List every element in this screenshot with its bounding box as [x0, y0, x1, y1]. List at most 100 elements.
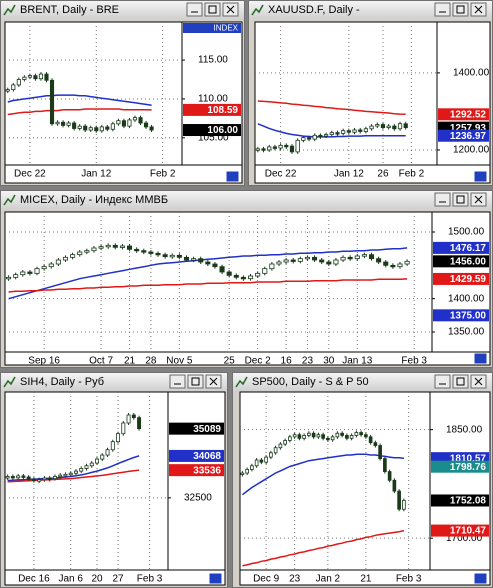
candle-body	[380, 124, 386, 129]
window-icon	[3, 376, 16, 388]
maximize-glyph	[456, 195, 465, 204]
candle-body	[169, 254, 175, 258]
candle-body	[359, 432, 363, 436]
candle-body	[368, 254, 375, 260]
minimize-button[interactable]	[186, 2, 203, 17]
maximize-button[interactable]	[204, 2, 221, 17]
candle-body	[138, 117, 143, 124]
y-tick-label: 105.00	[198, 132, 229, 143]
candle-body	[219, 266, 225, 273]
candle-body	[149, 126, 154, 131]
maximize-button[interactable]	[452, 374, 469, 389]
window-title: BRENT, Daily - BRE	[20, 4, 119, 16]
candle-body	[290, 259, 296, 262]
candle-body	[354, 255, 360, 260]
price-axis	[181, 21, 243, 166]
window-title: SP500, Daily - S & P 50	[252, 376, 369, 388]
candle-body	[341, 130, 346, 134]
price-tag	[169, 422, 224, 435]
moving-average	[7, 94, 152, 106]
y-tick-label: 115.00	[198, 55, 228, 66]
price-axis	[429, 391, 491, 571]
candle-body	[254, 459, 259, 467]
candle-body	[88, 127, 93, 131]
maximize-button[interactable]	[452, 192, 469, 207]
candle-body	[10, 476, 15, 479]
date-axis	[4, 351, 491, 366]
candle-body	[335, 432, 340, 438]
candle-body	[49, 79, 55, 125]
moving-average	[7, 108, 152, 116]
candle-body	[326, 437, 330, 441]
close-glyph	[474, 5, 483, 14]
candle-body	[84, 465, 89, 469]
candle-body	[264, 456, 268, 463]
close-glyph	[209, 377, 218, 386]
candle-body	[319, 259, 325, 263]
y-tick-label: 1850.00	[446, 424, 483, 435]
price-axis	[436, 21, 491, 166]
scroll-button[interactable]	[473, 572, 488, 585]
price-tag-label: 1710.47	[450, 526, 487, 537]
candle-body	[269, 452, 273, 458]
candle-body	[162, 254, 168, 258]
x-tick-label: 23	[289, 574, 301, 585]
candle-body	[273, 447, 278, 454]
candle-body	[116, 433, 121, 443]
candle-body	[292, 434, 297, 438]
plot-area	[254, 21, 438, 166]
moving-average	[8, 278, 408, 293]
chart-window: BRENT, Daily - BRE 115.00 110.00 105.00 Dec …	[0, 0, 245, 186]
minimize-button[interactable]	[434, 192, 451, 207]
candle-body	[98, 246, 104, 249]
minimize-button[interactable]	[434, 374, 451, 389]
candle-body	[304, 256, 310, 260]
candle-body	[284, 144, 289, 148]
maximize-button[interactable]	[452, 2, 469, 17]
y-tick-label: 110.00	[198, 94, 228, 105]
candle-body	[345, 435, 349, 439]
candle-body	[316, 434, 321, 438]
scroll-button[interactable]	[473, 170, 488, 183]
moving-average	[8, 247, 408, 300]
candle-body	[354, 432, 359, 436]
candle-body	[105, 126, 110, 130]
scroll-button[interactable]	[473, 352, 488, 365]
candle-body	[37, 479, 42, 482]
candle-body	[70, 254, 76, 258]
candle-body	[11, 84, 16, 91]
chart-window: MICEX, Daily - Индекс ММВБ 1500.00 1400.00…	[0, 190, 493, 368]
maximize-glyph	[456, 5, 465, 14]
candle-body	[89, 462, 94, 467]
x-tick-label: Dec 22	[265, 169, 297, 180]
title-bar	[249, 1, 492, 19]
candle-body	[397, 263, 403, 268]
price-tag-label: 34068	[193, 451, 221, 462]
price-tag-label: 1798.76	[450, 462, 487, 473]
maximize-button[interactable]	[187, 374, 204, 389]
candle-body	[335, 132, 340, 135]
moving-average	[241, 453, 404, 496]
window-icon	[3, 194, 16, 206]
y-tick-label: 1700.00	[446, 533, 483, 544]
candle-body	[250, 465, 254, 470]
candle-body	[48, 263, 54, 268]
candle-body	[22, 76, 27, 80]
candle-body	[386, 125, 391, 129]
candle-body	[326, 261, 332, 265]
candle-body	[61, 121, 66, 126]
x-tick-label: Jan 12	[334, 169, 364, 180]
candle-body	[364, 434, 368, 438]
candle-body	[27, 271, 33, 274]
scroll-button[interactable]	[225, 170, 240, 183]
scroll-button[interactable]	[208, 572, 223, 585]
candle-body	[240, 276, 246, 280]
candle-body	[307, 432, 311, 436]
minimize-button[interactable]	[434, 2, 451, 17]
minimize-button[interactable]	[169, 374, 186, 389]
candle-body	[105, 449, 110, 456]
close-glyph	[226, 5, 235, 14]
x-tick-label: Dec 9	[253, 574, 280, 585]
plot-area	[4, 21, 183, 166]
candle-body	[100, 454, 105, 460]
